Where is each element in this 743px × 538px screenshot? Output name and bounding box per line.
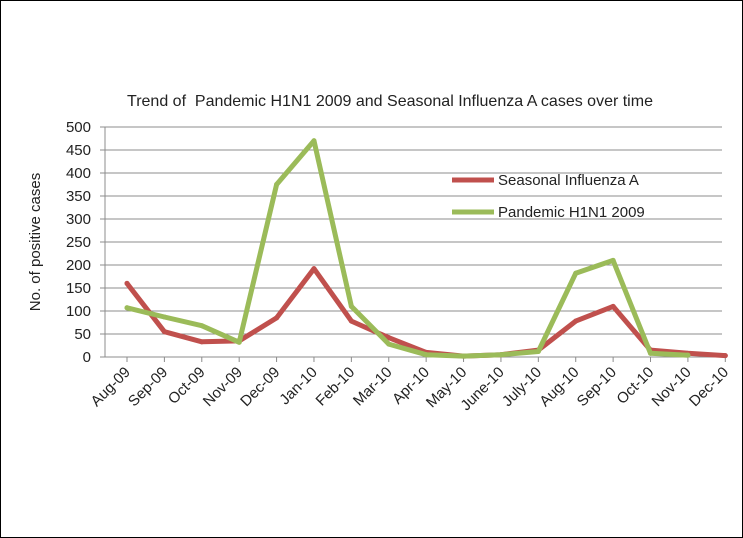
data-point xyxy=(648,350,654,356)
data-point xyxy=(386,341,392,347)
x-tick-label: Jan-10 xyxy=(276,364,320,408)
x-tick-label: Sep-10 xyxy=(574,364,620,410)
x-tick-label: Nov-09 xyxy=(200,364,246,410)
y-tick-label: 400 xyxy=(66,165,91,182)
data-point xyxy=(311,266,317,272)
chart-title: Trend of Pandemic H1N1 2009 and Seasonal… xyxy=(127,93,653,110)
data-point xyxy=(161,329,167,335)
y-tick-label: 250 xyxy=(66,234,91,251)
data-point xyxy=(311,138,317,144)
x-tick-label: Nov-10 xyxy=(649,364,695,410)
data-point xyxy=(348,303,354,309)
data-point xyxy=(236,339,242,345)
data-point xyxy=(535,348,541,354)
data-point xyxy=(161,314,167,320)
data-point xyxy=(461,353,467,359)
y-tick-label: 350 xyxy=(66,188,91,205)
data-point xyxy=(722,353,728,359)
legend-label: Pandemic H1N1 2009 xyxy=(498,204,645,221)
data-point xyxy=(274,315,280,321)
data-point xyxy=(610,257,616,263)
series-line-2 xyxy=(124,138,691,359)
y-tick-labels: 0 50 100 150 200 250 300 350 400 450 500 xyxy=(66,119,91,366)
y-tick-label: 200 xyxy=(66,257,91,274)
data-point xyxy=(124,280,130,286)
x-tick-label: Aug-10 xyxy=(536,364,582,410)
y-tick-label: 150 xyxy=(66,280,91,297)
gridlines xyxy=(100,126,722,358)
legend-label: Seasonal Influenza A xyxy=(498,172,639,189)
data-point xyxy=(610,303,616,309)
x-tick-label: Dec-09 xyxy=(237,364,283,410)
y-tick-label: 100 xyxy=(66,303,91,320)
data-point xyxy=(274,182,280,187)
x-tick-labels: Aug-09Sep-09Oct-09Nov-09Dec-09Jan-10Feb-… xyxy=(88,364,733,414)
x-tick-label: July-10 xyxy=(499,364,545,410)
data-point xyxy=(386,335,392,341)
data-point xyxy=(124,305,130,311)
y-tick-label: 500 xyxy=(66,119,91,136)
data-point xyxy=(199,339,205,345)
legend: Seasonal Influenza A Pandemic H1N1 2009 xyxy=(452,172,645,221)
y-tick-label: 450 xyxy=(66,142,91,159)
data-point xyxy=(423,352,429,358)
y-tick-label: 50 xyxy=(74,326,91,343)
y-tick-label: 300 xyxy=(66,211,91,228)
x-tick-label: Feb-10 xyxy=(313,364,359,410)
axes xyxy=(104,127,726,362)
x-tick-label: Sep-09 xyxy=(125,364,171,410)
data-point xyxy=(573,270,579,276)
data-point xyxy=(348,318,354,324)
series-lines xyxy=(124,138,728,359)
x-tick-label: Aug-09 xyxy=(88,364,134,410)
data-point xyxy=(498,352,504,358)
x-tick-label: Mar-10 xyxy=(350,364,396,410)
data-point xyxy=(573,318,579,324)
y-tick-label: 0 xyxy=(83,349,91,366)
x-tick-label: Dec-10 xyxy=(686,364,732,410)
data-point xyxy=(685,352,691,358)
data-point xyxy=(199,323,205,329)
y-axis-label: No. of positive cases xyxy=(27,173,44,311)
